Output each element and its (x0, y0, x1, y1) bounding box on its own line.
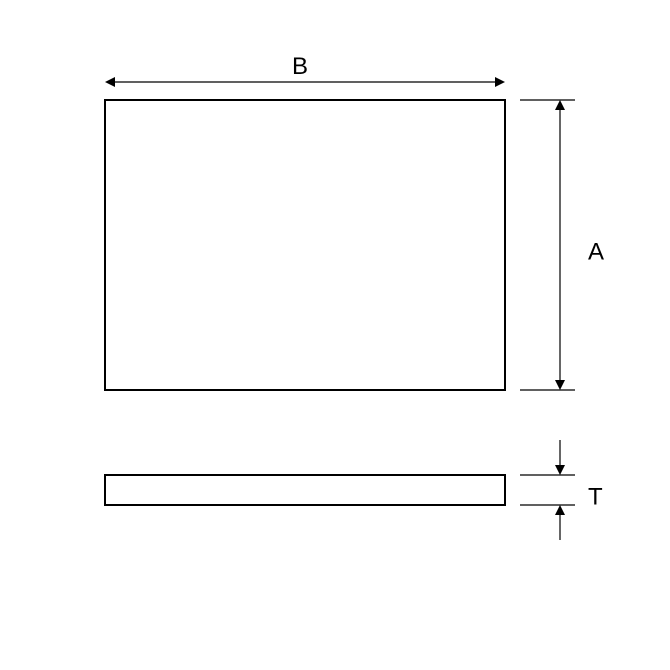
dimension-drawing: B A T (0, 0, 670, 670)
arrowhead-icon (555, 505, 565, 515)
arrowhead-icon (555, 100, 565, 110)
dim-b-label: B (292, 53, 308, 80)
side-strip (105, 475, 505, 505)
dim-t-label: T (588, 483, 603, 510)
arrowhead-icon (555, 465, 565, 475)
dim-a-label: A (588, 238, 604, 265)
arrowhead-icon (555, 380, 565, 390)
top-plate (105, 100, 505, 390)
arrowhead-icon (105, 77, 115, 87)
arrowhead-icon (495, 77, 505, 87)
